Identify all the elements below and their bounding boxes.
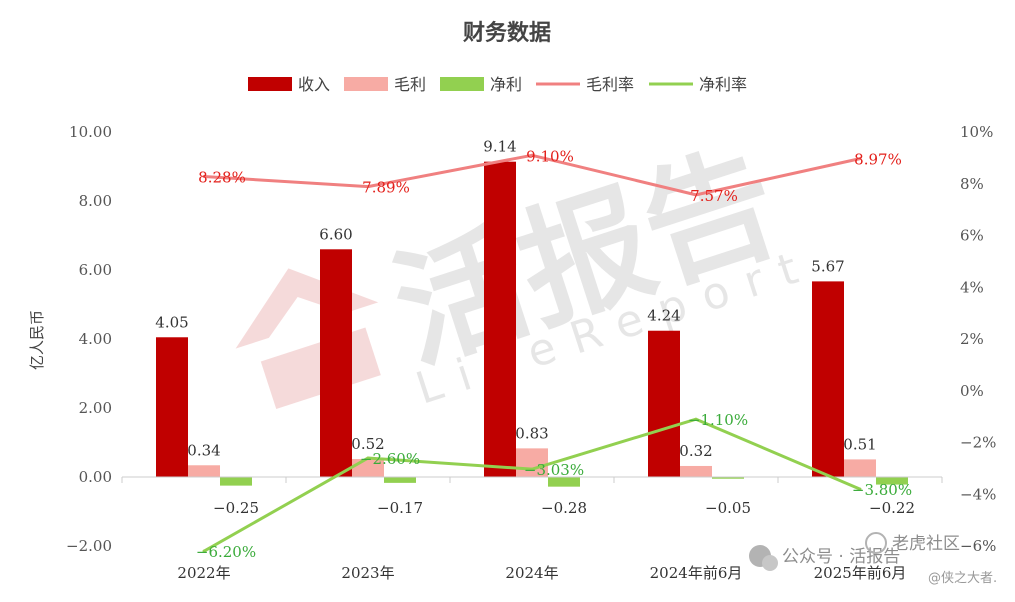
x-category-label: 2025年前6月 bbox=[814, 564, 907, 582]
line-point-净利率 bbox=[202, 549, 206, 553]
bar-label: 5.67 bbox=[811, 257, 844, 275]
bar-收入-0 bbox=[156, 337, 188, 477]
bar-净利-4 bbox=[876, 477, 908, 485]
legend-label: 净利 bbox=[490, 75, 522, 94]
y2-axis-ticks: 10% 8% 6% 4% 2% 0% −2% −4% −6% bbox=[960, 123, 996, 555]
line-label: 7.89% bbox=[362, 179, 410, 197]
y-tick-label: 8.00 bbox=[79, 192, 112, 210]
line-point-净利率 bbox=[858, 487, 862, 491]
y2-tick-label: 4% bbox=[960, 278, 984, 296]
line-label: 8.28% bbox=[198, 169, 246, 187]
y-tick-label: 0.00 bbox=[79, 468, 112, 486]
bar-毛利-2 bbox=[516, 448, 548, 477]
x-category-label: 2024年 bbox=[505, 564, 558, 582]
line-point-净利率 bbox=[530, 467, 534, 471]
legend-label: 毛利率 bbox=[586, 75, 634, 94]
y-tick-label: 2.00 bbox=[79, 399, 112, 417]
bar-label: 0.32 bbox=[679, 442, 712, 460]
watermark: 活报告 LiveReport bbox=[235, 125, 821, 415]
y-tick-label: 10.00 bbox=[69, 123, 112, 141]
bar-毛利-0 bbox=[188, 465, 220, 477]
author-watermark-text: @侠之大者. bbox=[928, 571, 997, 586]
wechat-icon-bubble bbox=[762, 555, 778, 571]
legend-swatch-毛利 bbox=[344, 77, 388, 91]
y-tick-label: 6.00 bbox=[79, 261, 112, 279]
line-label: 9.10% bbox=[526, 147, 574, 165]
y-tick-label: −2.00 bbox=[66, 537, 112, 555]
bar-毛利-3 bbox=[680, 465, 712, 477]
line-label: −1.10% bbox=[688, 411, 748, 429]
bar-label: 4.24 bbox=[647, 307, 680, 325]
bar-收入-4 bbox=[812, 281, 844, 477]
y2-tick-label: −4% bbox=[960, 485, 996, 503]
bar-label: 6.60 bbox=[319, 225, 352, 243]
y2-tick-label: 0% bbox=[960, 382, 984, 400]
bar-label: −0.25 bbox=[213, 499, 259, 517]
y2-tick-label: 2% bbox=[960, 330, 984, 348]
bar-label: −0.05 bbox=[705, 499, 751, 517]
line-point-毛利率 bbox=[366, 185, 370, 189]
y-axis-ticks: 10.00 8.00 6.00 4.00 2.00 0.00 −2.00 bbox=[66, 123, 112, 555]
line-label: 8.97% bbox=[854, 151, 902, 169]
x-axis-ticks: 2022年 2023年 2024年 2024年前6月 2025年前6月 bbox=[177, 564, 906, 582]
line-point-净利率 bbox=[366, 456, 370, 460]
bar-净利-1 bbox=[384, 477, 416, 483]
x-axis bbox=[121, 476, 943, 483]
line-label: 7.57% bbox=[690, 187, 738, 205]
legend-swatch-收入 bbox=[248, 77, 292, 91]
x-category-label: 2024年前6月 bbox=[650, 564, 743, 582]
x-category-label: 2022年 bbox=[177, 564, 230, 582]
line-label: −3.03% bbox=[524, 461, 584, 479]
legend: 收入 毛利 净利 毛利率 净利率 bbox=[248, 75, 747, 94]
bar-收入-2 bbox=[484, 161, 516, 478]
watermark-logo-icon bbox=[235, 268, 381, 410]
bars bbox=[156, 161, 908, 487]
y2-tick-label: 10% bbox=[960, 123, 993, 141]
legend-swatch-净利 bbox=[440, 77, 484, 91]
tiger-icon bbox=[865, 532, 887, 554]
bar-label: 4.05 bbox=[155, 313, 188, 331]
data-labels: 4.05 6.60 9.14 4.24 5.67 0.34 0.52 0.83 0.32 0.51… bbox=[155, 138, 915, 562]
legend-label: 收入 bbox=[298, 75, 330, 94]
bar-label: −0.22 bbox=[869, 499, 915, 517]
y2-tick-label: −2% bbox=[960, 434, 996, 452]
bar-label: 0.34 bbox=[187, 441, 220, 459]
line-point-净利率 bbox=[694, 417, 698, 421]
community-watermark-text: 老虎社区 bbox=[892, 534, 960, 554]
y2-tick-label: −6% bbox=[960, 537, 996, 555]
legend-label: 净利率 bbox=[699, 75, 747, 94]
line-point-毛利率 bbox=[694, 193, 698, 197]
bar-毛利-4 bbox=[844, 459, 876, 477]
bar-label: 0.83 bbox=[515, 424, 548, 442]
bar-净利-0 bbox=[220, 477, 252, 486]
chart-title: 财务数据 bbox=[463, 20, 551, 46]
series-lines bbox=[202, 153, 862, 553]
line-point-毛利率 bbox=[858, 157, 862, 161]
bar-label: 9.14 bbox=[483, 138, 516, 156]
bar-label: −0.28 bbox=[541, 499, 587, 517]
line-label: −6.20% bbox=[196, 543, 256, 561]
bar-label: −0.17 bbox=[377, 499, 423, 517]
x-category-label: 2023年 bbox=[341, 564, 394, 582]
bar-label: 0.52 bbox=[351, 435, 384, 453]
y-tick-label: 4.00 bbox=[79, 330, 112, 348]
bar-净利-2 bbox=[548, 477, 580, 487]
bar-收入-1 bbox=[320, 249, 352, 477]
y2-tick-label: 6% bbox=[960, 227, 984, 245]
y2-tick-label: 8% bbox=[960, 175, 984, 193]
legend-label: 毛利 bbox=[394, 75, 426, 94]
bottom-watermark: 公众号 · 活报告 老虎社区 @侠之大者. bbox=[749, 532, 997, 586]
bar-净利-3 bbox=[712, 477, 744, 479]
line-label: −3.80% bbox=[852, 481, 912, 499]
y-axis-label: 亿人民币 bbox=[28, 310, 46, 370]
bar-收入-3 bbox=[648, 330, 680, 477]
line-point-毛利率 bbox=[530, 153, 534, 157]
line-label: −2.60% bbox=[360, 450, 420, 468]
bar-label: 0.51 bbox=[843, 435, 876, 453]
line-point-毛利率 bbox=[202, 175, 206, 179]
